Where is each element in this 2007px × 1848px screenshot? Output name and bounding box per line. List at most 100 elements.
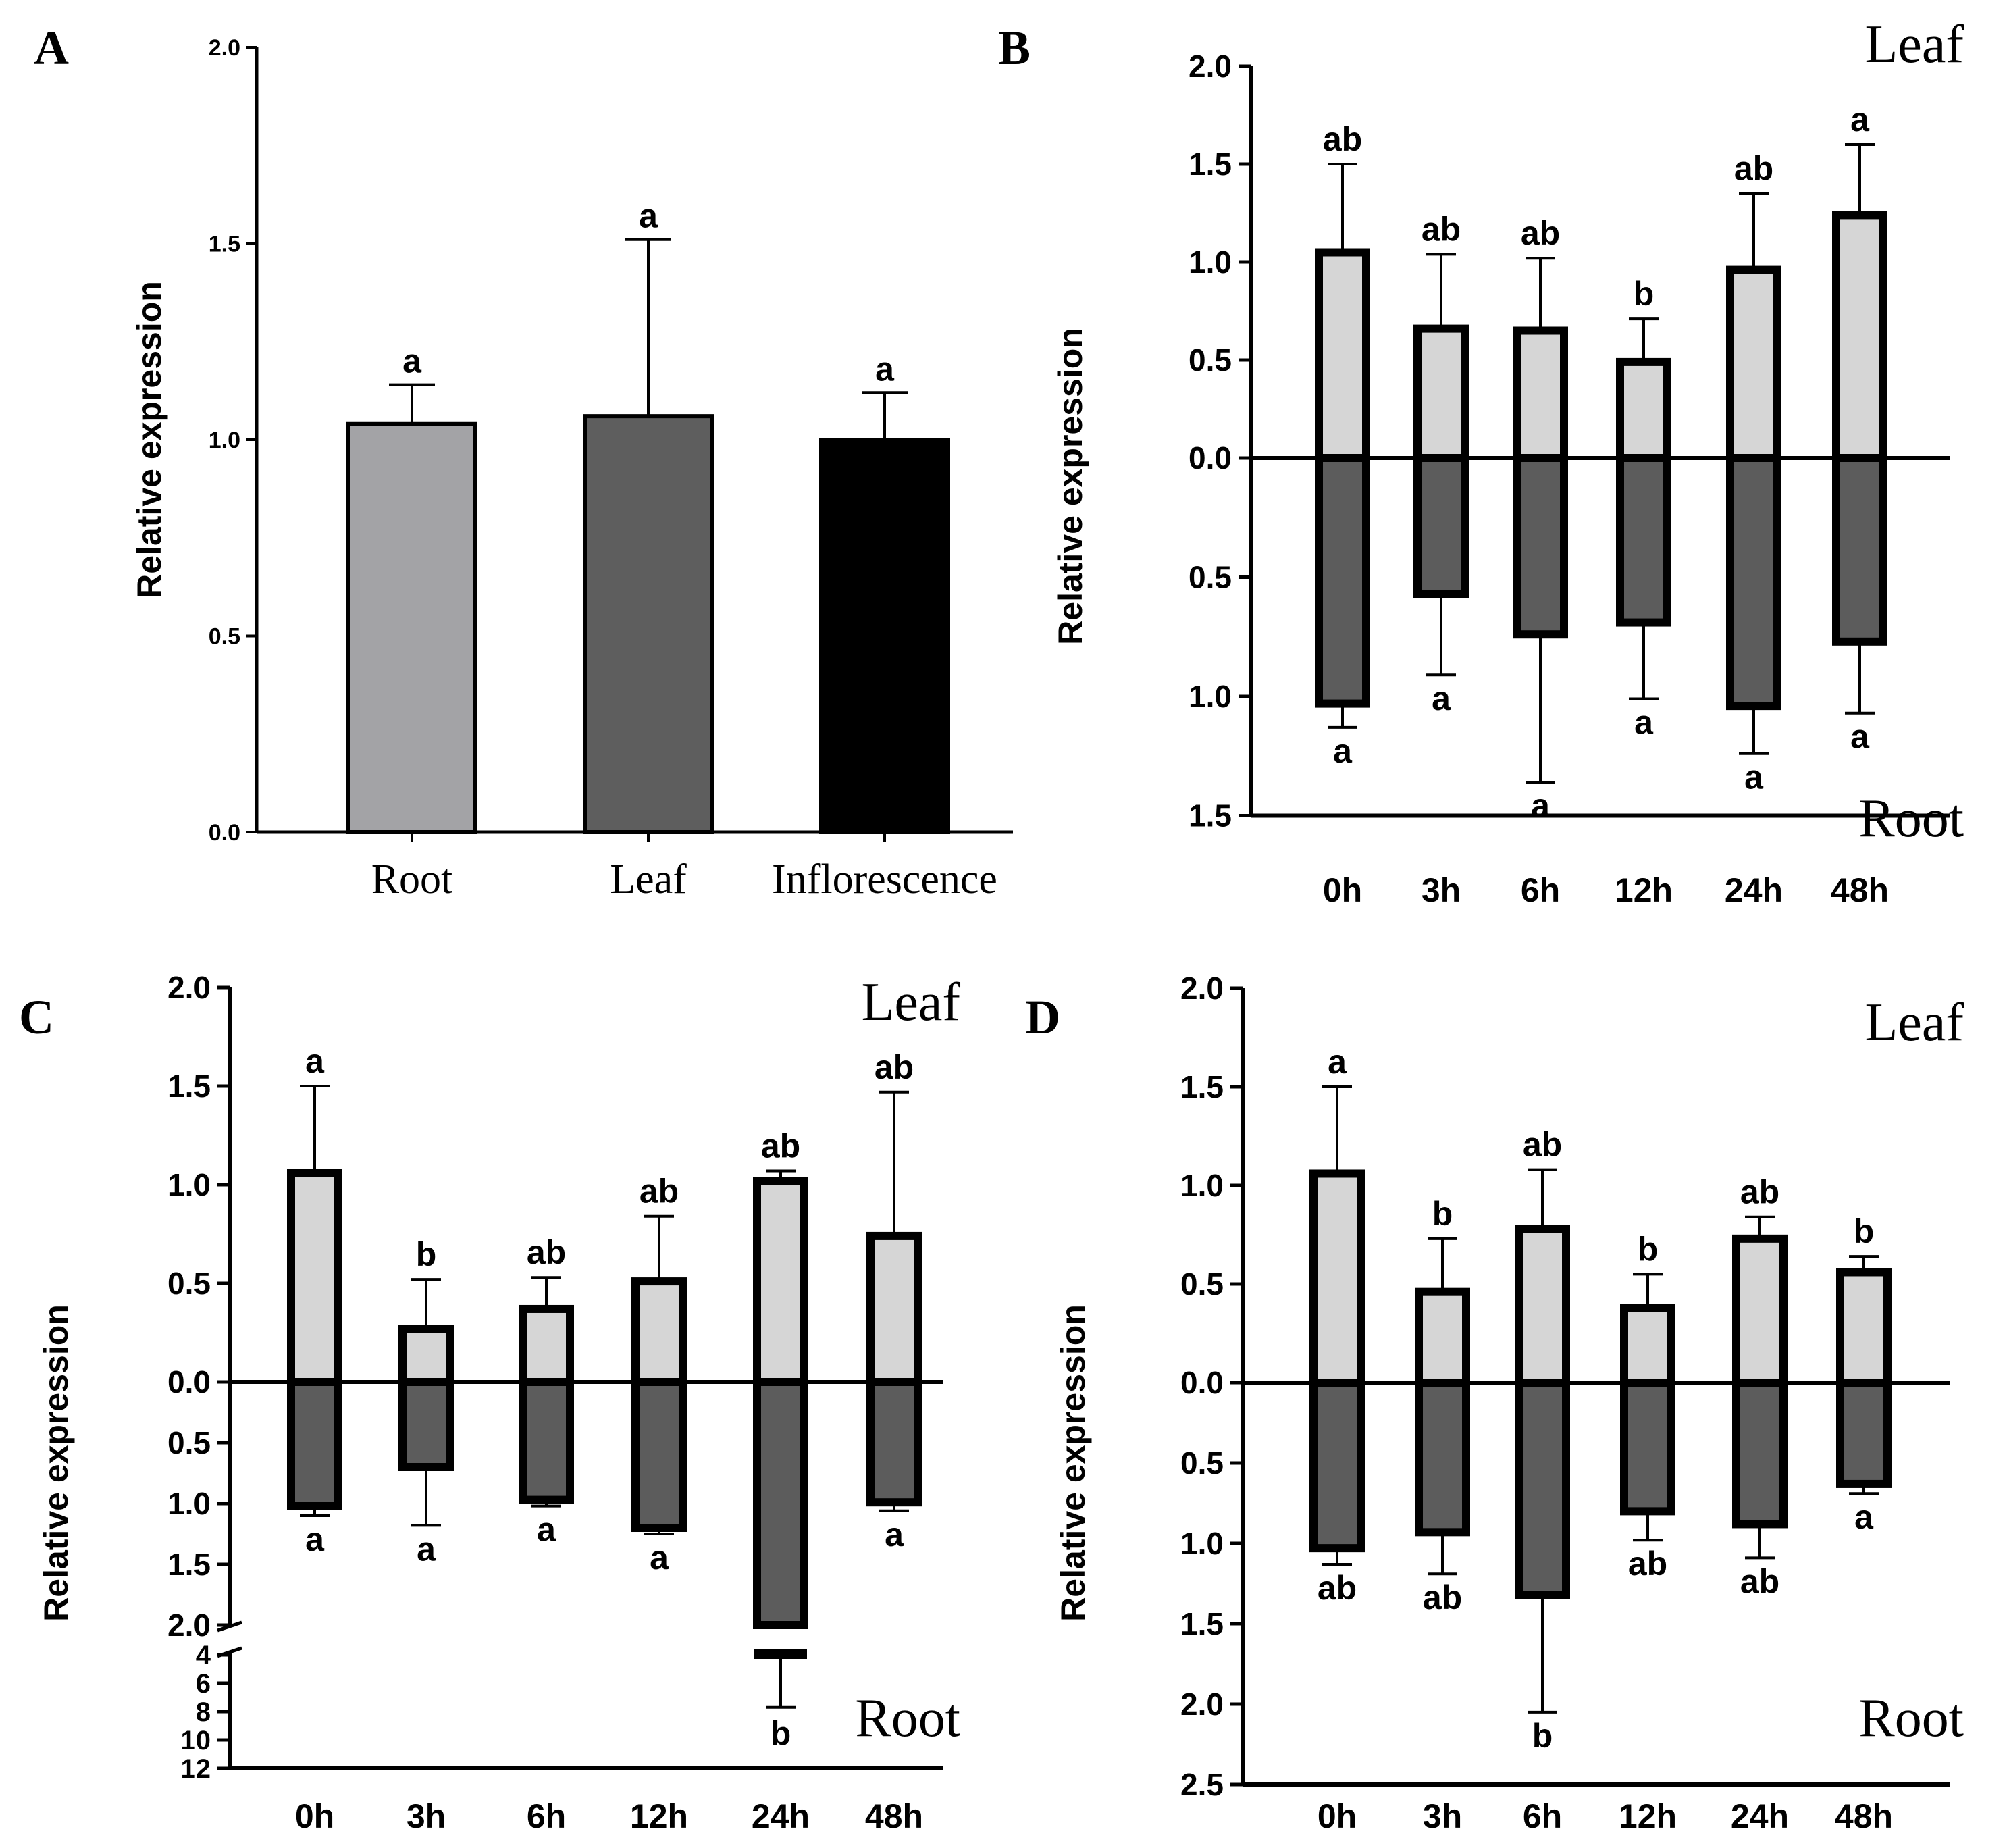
y-tick-label: 1.0 — [209, 428, 240, 453]
panel-letter-c: C — [19, 990, 54, 1044]
significance-label-leaf: ab — [875, 1048, 914, 1086]
bar-leaf — [1726, 265, 1781, 462]
significance-label-root: a — [1531, 787, 1550, 825]
y-tick-label: 2.0 — [167, 1608, 211, 1643]
bar — [583, 414, 714, 834]
y-tick-label: 2.0 — [1189, 49, 1232, 84]
bar — [346, 421, 477, 834]
x-tick-label: 3h — [1423, 1797, 1462, 1835]
x-tick-label: 0h — [1318, 1797, 1357, 1835]
significance-label-leaf: ab — [1523, 1126, 1562, 1164]
significance-label-leaf: b — [1634, 275, 1654, 313]
y-tick-label: 0.5 — [209, 624, 240, 650]
y-tick-label: 1.0 — [167, 1486, 211, 1521]
bar-root — [287, 1378, 342, 1510]
x-tick-label: Root — [371, 856, 453, 902]
y-tick-label: 1.5 — [1180, 1606, 1224, 1641]
bar-root — [1415, 1379, 1470, 1537]
y-axis-label: Relative expression — [37, 1304, 75, 1622]
significance-label-leaf: ab — [1323, 120, 1362, 158]
y-tick-label: 0.5 — [1189, 560, 1232, 595]
bar-root — [1732, 1379, 1788, 1529]
y-tick-label: 0.5 — [167, 1266, 211, 1301]
y-tick-label: 0.0 — [209, 820, 240, 846]
significance-label-root: a — [417, 1530, 436, 1568]
significance-label-root: b — [771, 1715, 791, 1753]
bar-leaf — [1415, 1287, 1470, 1387]
lower-label-root: Root — [1858, 1689, 1964, 1748]
y-tick-label: 1.0 — [1180, 1168, 1224, 1203]
bar-leaf — [866, 1231, 922, 1387]
significance-label: a — [402, 342, 422, 380]
significance-label-root: a — [1744, 759, 1764, 796]
bar-root — [1315, 454, 1370, 708]
bar-leaf — [287, 1169, 342, 1386]
x-tick-label: 48h — [1835, 1797, 1893, 1835]
y-tick-label: 1.5 — [1180, 1069, 1224, 1104]
bar-leaf — [1732, 1234, 1788, 1387]
significance-label-root: a — [537, 1511, 556, 1549]
bar-root — [1515, 1379, 1570, 1599]
panel-letter-d: D — [1025, 990, 1060, 1044]
x-tick-label: 3h — [407, 1797, 446, 1835]
x-tick-label: 24h — [1725, 871, 1783, 909]
significance-label-root: ab — [1740, 1562, 1779, 1600]
y-tick-label: 1.0 — [1180, 1526, 1224, 1561]
panel-a: A 0.0 0.5 1.0 1.5 2.0 Relative expression Root… — [34, 21, 1013, 902]
bar-root — [398, 1378, 454, 1471]
y-tick-label: 0.0 — [167, 1364, 211, 1400]
bar-leaf — [398, 1325, 454, 1387]
significance-label-leaf: ab — [761, 1127, 800, 1165]
x-tick-label: 6h — [1523, 1797, 1562, 1835]
bar-root — [1309, 1379, 1365, 1553]
lower-label-root: Root — [1858, 789, 1964, 848]
significance-label-leaf: ab — [1521, 214, 1560, 252]
significance-label-leaf: a — [305, 1042, 325, 1080]
y-tick-label: 2.0 — [167, 970, 211, 1005]
y-tick-label: 0.0 — [1180, 1365, 1224, 1400]
y-tick-label: 2.0 — [1180, 1687, 1224, 1722]
y-tick-label: 1.0 — [1189, 245, 1232, 280]
significance-label: a — [639, 197, 658, 235]
bar — [819, 438, 950, 834]
significance-label-root: ab — [1423, 1578, 1462, 1616]
y-tick-label: 1.5 — [209, 232, 240, 257]
significance-label-root: a — [305, 1520, 325, 1558]
x-tick-label: 0h — [295, 1797, 334, 1835]
significance-label-root: ab — [1318, 1569, 1357, 1607]
significance-label-root: a — [1850, 718, 1870, 756]
y-tick-label: 0.5 — [1180, 1445, 1224, 1481]
significance-label-leaf: ab — [1422, 210, 1461, 248]
y-tick-label: 0.5 — [167, 1425, 211, 1460]
significance-label-leaf: ab — [1740, 1173, 1779, 1211]
y-axis-label: Relative expression — [1051, 328, 1089, 645]
bar-root — [866, 1378, 922, 1507]
bar-leaf — [1836, 1268, 1892, 1387]
y-tick-label: 2.0 — [1180, 971, 1224, 1006]
panel-letter-a: A — [34, 21, 69, 75]
y-tick-label: 0.5 — [1189, 342, 1232, 378]
bar-leaf — [1309, 1169, 1365, 1387]
y-tick-label: 1.5 — [1189, 147, 1232, 182]
y-tick-label: 1.5 — [167, 1547, 211, 1582]
significance-label-leaf: a — [1850, 101, 1870, 138]
bar-root-break-segment — [754, 1649, 807, 1659]
bar-leaf — [1515, 1225, 1570, 1387]
upper-label-leaf: Leaf — [861, 973, 960, 1032]
x-tick-label: 6h — [527, 1797, 566, 1835]
x-tick-label: Leaf — [610, 856, 687, 902]
y-tick-label: 1.5 — [167, 1069, 211, 1104]
bar-root — [1726, 454, 1781, 711]
bar-leaf — [519, 1304, 574, 1386]
panel-d: D 0.0 0.5 1.0 1.5 2.0 0.5 1.0 1.5 2.0 2.5 Relative… — [1025, 971, 1964, 1835]
significance-label-root: b — [1532, 1717, 1553, 1755]
y-tick-label: 2.5 — [1180, 1767, 1224, 1802]
bar-root — [753, 1378, 808, 1629]
significance-label-leaf: b — [1638, 1230, 1659, 1268]
y-tick-label: 0.5 — [1180, 1266, 1224, 1302]
bar-leaf — [1513, 326, 1568, 462]
bar-leaf — [631, 1277, 687, 1386]
lower-label-root: Root — [855, 1689, 960, 1748]
y-axis-label: Relative expression — [130, 281, 168, 598]
